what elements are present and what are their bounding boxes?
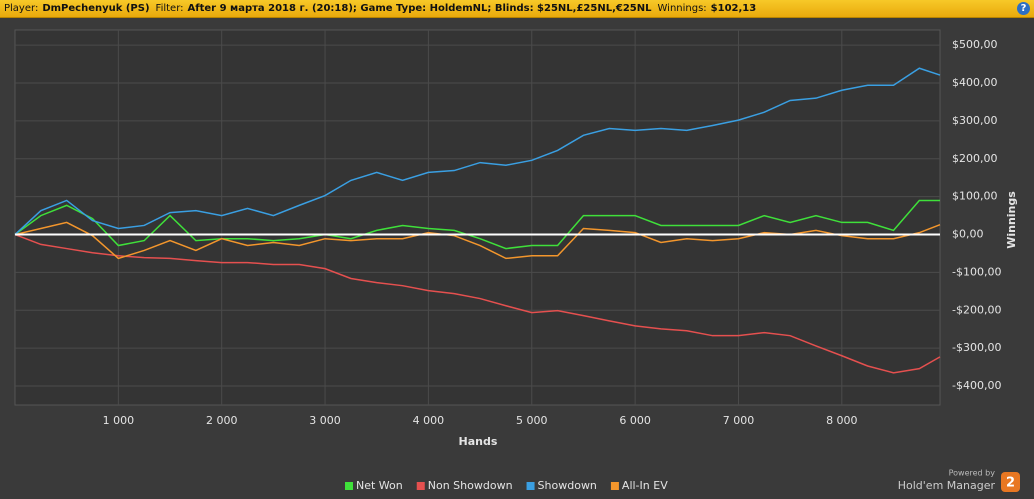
y-tick-label: -$100,00 [952,265,1001,278]
y-tick-label: $100,00 [952,190,998,203]
y-tick-label: -$200,00 [952,303,1001,316]
legend-label: Showdown [538,479,597,492]
series-line [14,199,940,250]
x-axis-title: Hands [459,435,498,448]
series-line [14,67,941,236]
y-axis-title: Winnings [1005,191,1018,249]
legend-item: Net Won [345,479,403,492]
series-line [14,233,941,374]
legend-label: All-In EV [622,479,668,492]
filter-label: Filter: [155,3,184,14]
x-tick-label: 1 000 [103,414,135,427]
legend-item: All-In EV [610,479,668,492]
header-bar: Player: DmPechenyuk (PS) Filter: After 9 ма… [0,0,1034,18]
player: DmPechenyuk (PS) [42,3,150,14]
legend-label: Non Showdown [428,479,513,492]
player-label: Player: [4,3,39,14]
y-tick-label: -$300,00 [952,341,1001,354]
x-tick-label: 3 000 [309,414,341,427]
x-tick-label: 2 000 [206,414,238,427]
y-tick-label: $300,00 [952,114,998,127]
y-tick-label: $400,00 [952,76,998,89]
legend-swatch [526,482,535,490]
x-tick-label: 6 000 [619,414,651,427]
x-tick-label: 8 000 [826,414,858,427]
legend-item: Non Showdown [416,479,513,492]
legend-label: Net Won [356,479,403,492]
chart: Hands Winnings Powered by Hold'em Manage… [14,29,1020,492]
legend-swatch [610,482,619,490]
legend-swatch [345,482,353,490]
winnings: $102,13 [710,3,757,14]
x-tick-label: 7 000 [723,414,755,427]
logo-text: 2 [1006,476,1015,491]
filter: After 9 марта 2018 г. (20:18); Game Type… [187,3,652,14]
winnings-label: Winnings: [657,3,707,14]
y-tick-label: $200,00 [952,152,998,165]
powered-by: Powered by [949,469,996,478]
logo [1001,472,1020,492]
y-tick-label: $0,00 [952,228,984,241]
product-name: Hold'em Manager [898,479,996,492]
plot-area [14,29,941,406]
y-tick-label: -$400,00 [952,379,1001,392]
help-button[interactable]: ? [1017,2,1030,15]
legend-swatch [416,482,425,490]
y-tick-label: $500,00 [952,38,998,51]
x-tick-label: 4 000 [413,414,445,427]
legend-item: Showdown [526,479,597,492]
x-tick-label: 5 000 [516,414,548,427]
